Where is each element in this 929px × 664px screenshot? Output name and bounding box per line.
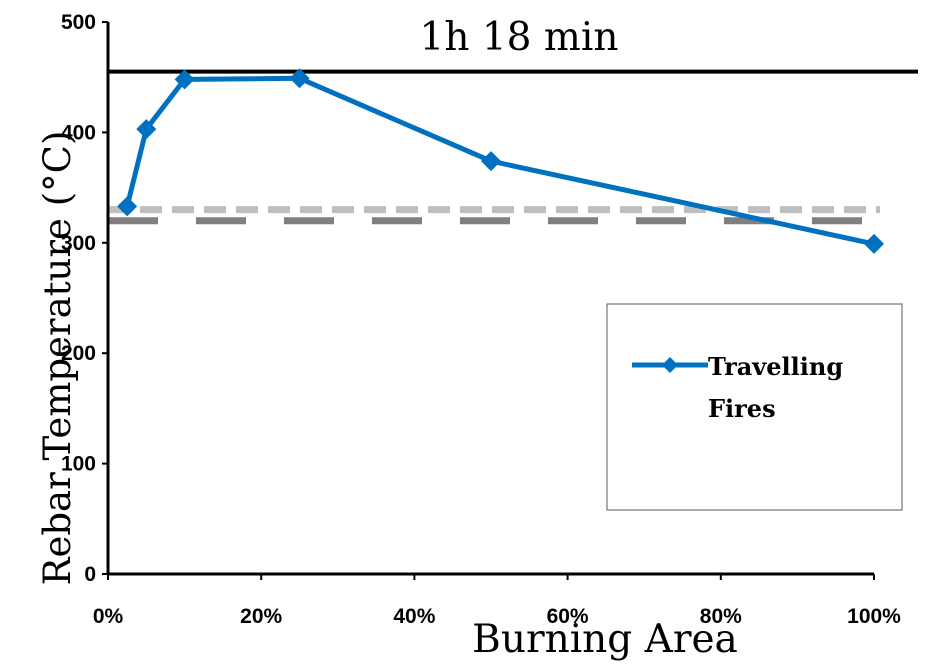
x-axis-label: Burning Area xyxy=(472,617,738,662)
legend-swatch-marker xyxy=(662,357,678,373)
x-tick-label: 0% xyxy=(93,605,124,628)
y-tick-label: 200 xyxy=(61,342,96,365)
y-tick-label: 500 xyxy=(61,11,96,34)
legend-entry-line-2: Fires xyxy=(708,394,776,423)
data-point xyxy=(117,196,138,217)
reference-lines xyxy=(108,69,918,225)
series xyxy=(117,68,884,254)
x-tick-label: 80% xyxy=(700,605,742,628)
data-point xyxy=(481,151,501,172)
legend-entry-line-1: Travelling xyxy=(708,352,843,381)
y-tick-label: 100 xyxy=(61,453,96,476)
data-point xyxy=(289,68,310,89)
legend-box xyxy=(606,303,903,511)
y-tick-label: 0 xyxy=(84,563,96,586)
legend: Travelling Fires xyxy=(606,303,903,511)
axes xyxy=(106,22,874,576)
series-line-1 xyxy=(124,75,875,247)
y-ticks: 0 100 200 300 400 500 xyxy=(61,11,108,586)
y-tick-label: 400 xyxy=(61,121,96,144)
data-point xyxy=(864,233,884,254)
x-tick-label: 20% xyxy=(240,605,282,628)
data-point xyxy=(174,69,195,90)
chart-title: 1h 18 min xyxy=(420,15,619,60)
legend-entry-label: Travelling Fires xyxy=(708,352,851,423)
y-tick-label: 300 xyxy=(61,232,96,255)
y-axis-label: Rebar Temperature (°C) xyxy=(36,131,79,586)
data-point xyxy=(136,119,157,140)
x-tick-label: 100% xyxy=(847,605,901,628)
x-tick-label: 60% xyxy=(547,605,589,628)
x-ticks: 0% 20% 40% 60% 80% 100% xyxy=(93,574,901,628)
x-tick-label: 40% xyxy=(393,605,435,628)
